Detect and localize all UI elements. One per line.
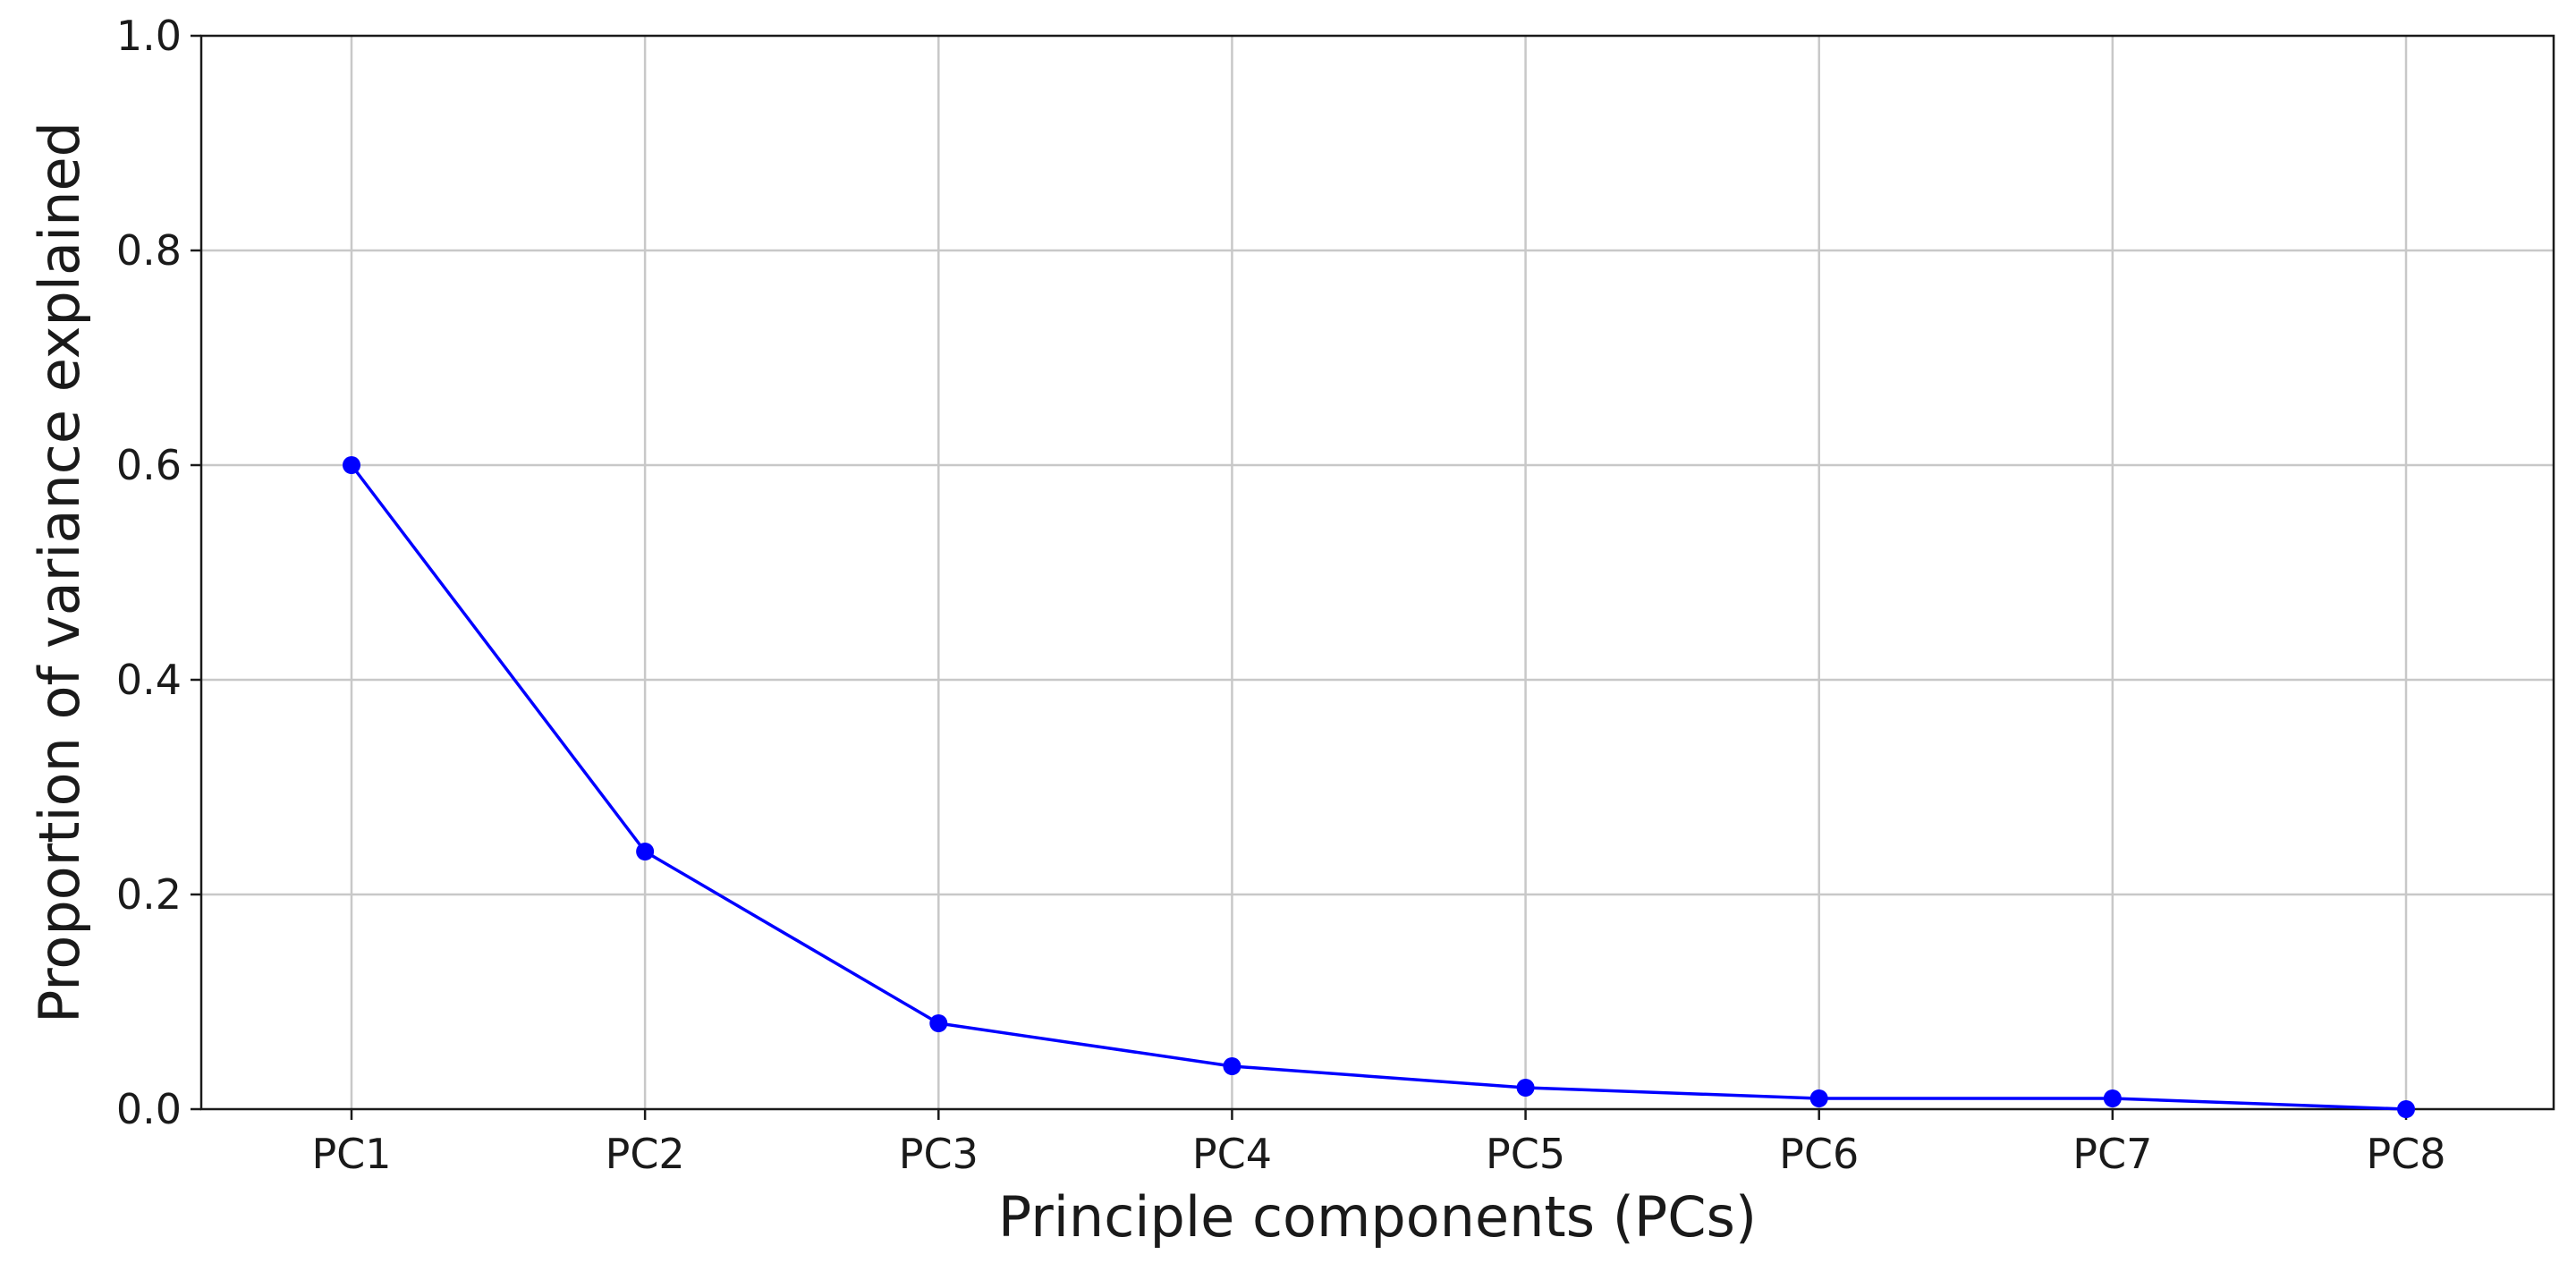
data-point-pc4 [1223,1057,1241,1075]
y-tick-label: 0.0 [116,1085,182,1133]
y-tick-label: 0.8 [116,226,182,275]
x-tick-label: PC2 [606,1130,685,1178]
x-tick-label: PC1 [311,1130,391,1178]
data-point-pc5 [1516,1079,1535,1097]
ticks: PC1 PC2 PC3 PC4 PC5 PC6 PC7 PC8 0.0 0.2 0.4 0.6 0.8 1… [116,12,2446,1178]
x-tick-label: PC8 [2366,1130,2445,1178]
grid [201,36,2554,1109]
data-point-pc3 [929,1014,948,1032]
y-tick-label: 1.0 [116,12,182,60]
y-axis-title: Proportion of variance explained [27,122,92,1023]
y-tick-label: 0.6 [116,441,182,489]
data-point-pc6 [1809,1089,1828,1107]
x-tick-label: PC5 [1486,1130,1565,1178]
x-tick-label: PC4 [1192,1130,1272,1178]
series-line-group [343,456,2415,1118]
data-point-pc2 [636,843,655,860]
plot-area-frame [199,34,2555,1111]
y-tick-label: 0.2 [116,870,182,919]
x-tick-label: PC3 [899,1130,979,1178]
data-point-pc7 [2103,1089,2122,1107]
series-line [350,463,2407,1111]
y-tick-label: 0.4 [116,656,182,704]
data-point-pc8 [2397,1100,2415,1118]
data-point-pc1 [343,456,360,474]
x-tick-label: PC7 [2072,1130,2152,1178]
x-axis-title: Principle components (PCs) [998,1184,1757,1250]
x-tick-label: PC6 [1779,1130,1859,1178]
